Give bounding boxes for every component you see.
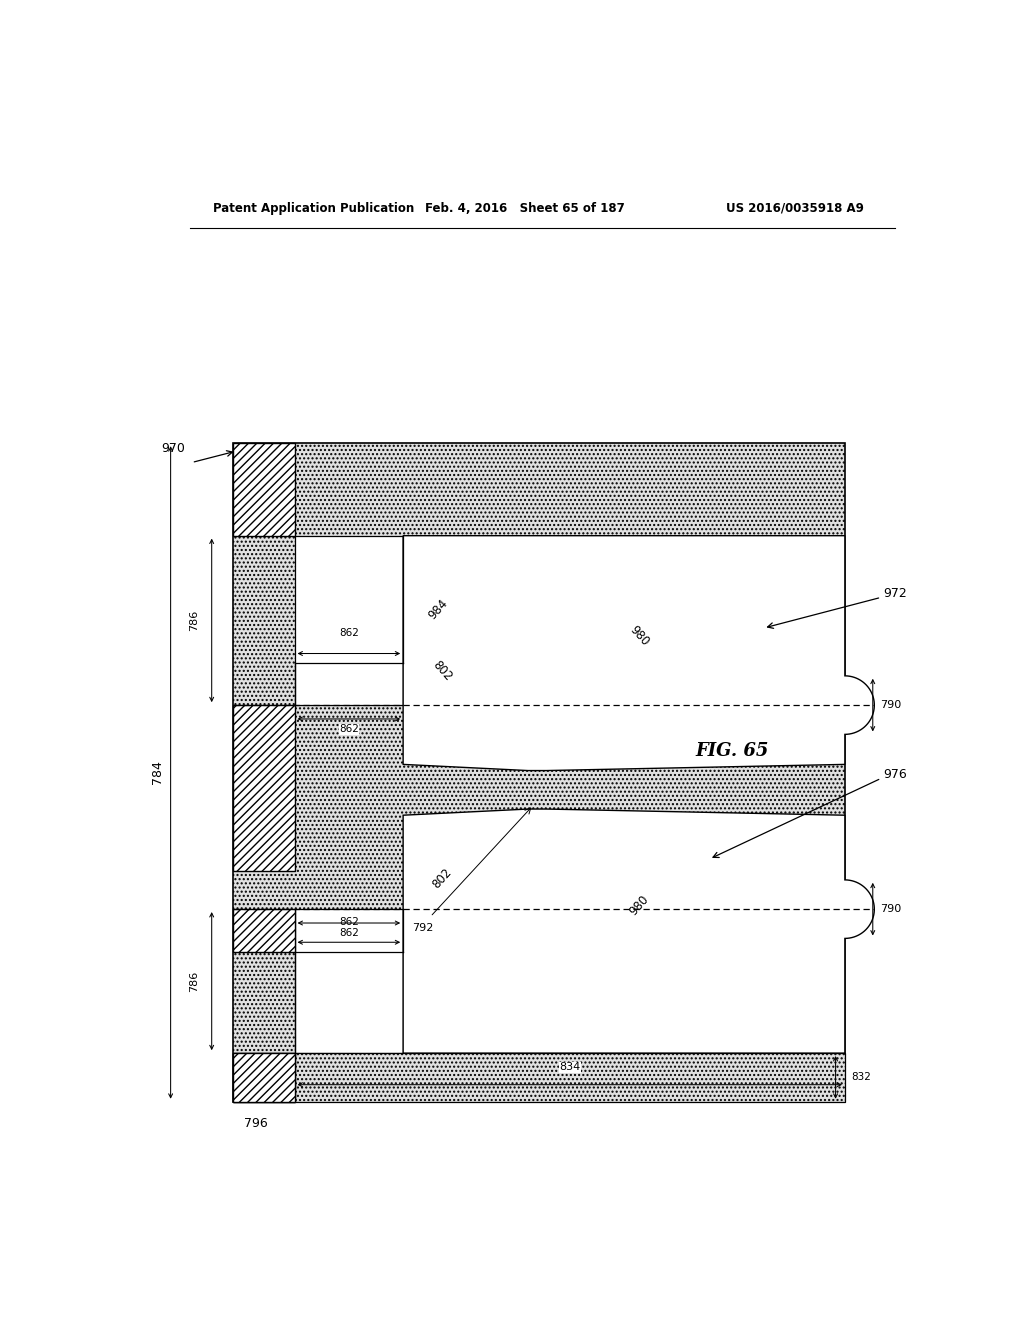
Polygon shape (403, 809, 874, 1053)
Text: 790: 790 (881, 904, 902, 915)
Text: 980: 980 (628, 892, 651, 917)
Text: 862: 862 (339, 917, 358, 927)
Polygon shape (232, 1053, 845, 1102)
Polygon shape (232, 705, 295, 871)
Polygon shape (232, 444, 295, 536)
Text: 832: 832 (851, 1072, 871, 1082)
Text: 976: 976 (884, 768, 907, 781)
Text: 786: 786 (189, 610, 200, 631)
Text: 862: 862 (339, 725, 358, 734)
Text: Feb. 4, 2016   Sheet 65 of 187: Feb. 4, 2016 Sheet 65 of 187 (425, 202, 625, 215)
Text: 802: 802 (430, 657, 455, 682)
Text: FIG. 65: FIG. 65 (696, 742, 769, 760)
Text: 834: 834 (559, 1063, 581, 1072)
Polygon shape (232, 909, 295, 952)
Text: 862: 862 (339, 928, 358, 939)
Text: 984: 984 (426, 597, 451, 622)
Text: 970: 970 (161, 442, 185, 455)
Text: 802: 802 (430, 866, 455, 891)
Text: US 2016/0035918 A9: US 2016/0035918 A9 (726, 202, 864, 215)
Polygon shape (232, 1053, 295, 1102)
Text: 796: 796 (244, 1117, 267, 1130)
Text: Patent Application Publication: Patent Application Publication (213, 202, 415, 215)
Polygon shape (295, 909, 403, 1053)
Polygon shape (232, 1053, 295, 1102)
Text: 972: 972 (884, 587, 907, 601)
Text: 980: 980 (628, 623, 651, 648)
Text: 790: 790 (881, 700, 902, 710)
Text: 786: 786 (189, 970, 200, 991)
Polygon shape (403, 536, 874, 771)
Polygon shape (295, 536, 403, 705)
Text: 792: 792 (412, 924, 433, 933)
Text: 784: 784 (151, 760, 164, 784)
Text: 862: 862 (339, 628, 358, 638)
Polygon shape (232, 444, 845, 1102)
